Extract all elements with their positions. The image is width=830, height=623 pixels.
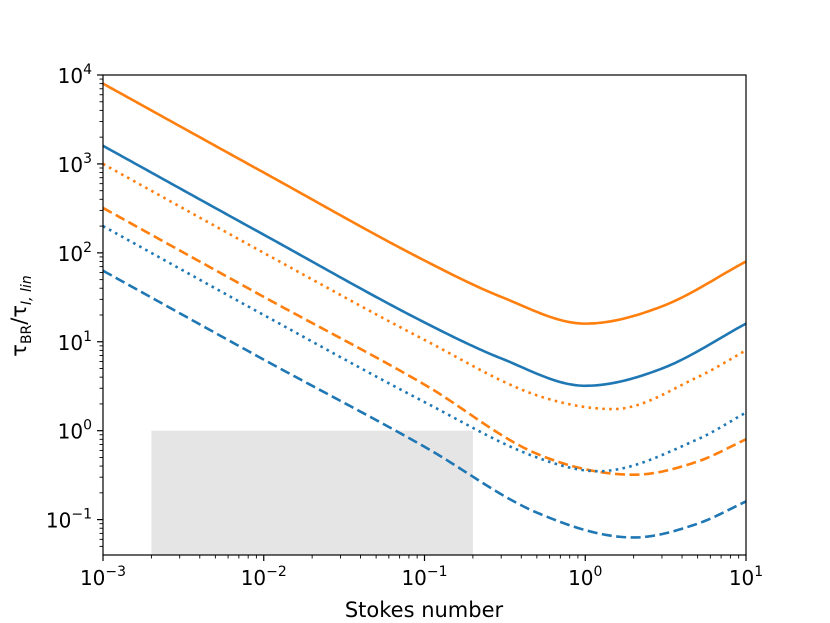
series-line-4-dashed — [102, 206, 747, 476]
y-tick-label-1: 10−1 — [46, 507, 92, 533]
x-axis-ticks: 10−3 10−2 10−1 100 101 — [80, 555, 763, 590]
y-label-base-sub: BR — [19, 324, 35, 344]
y-tick-label-3: 101 — [58, 329, 92, 355]
series-layer — [102, 82, 747, 539]
x-tick-label-1: 10−3 — [80, 564, 126, 590]
y-tick-label-2: 100 — [58, 418, 92, 444]
shaded-region — [151, 430, 473, 555]
y-tick-label-5: 103 — [58, 151, 92, 177]
x-tick-label-5: 101 — [729, 564, 763, 590]
x-tick-label-4: 100 — [568, 564, 602, 590]
x-tick-label-3: 10−1 — [401, 564, 447, 590]
series-line-2-solid — [102, 144, 747, 388]
series-line-5-dotted — [102, 224, 747, 473]
y-axis-label: τBR/τI, lin — [7, 275, 35, 356]
y-label-base: τ — [7, 344, 31, 357]
y-label-slash: /τ — [7, 305, 31, 325]
series-line-3-dotted — [102, 162, 747, 411]
series-line-6-dashed — [102, 269, 747, 539]
x-axis-label: Stokes number — [345, 598, 504, 622]
y-tick-label-6: 104 — [58, 62, 92, 88]
x-tick-label-2: 10−2 — [241, 564, 287, 590]
series-line-1-solid — [102, 82, 747, 325]
y-label-slash-sub: I, lin — [19, 275, 35, 305]
plot-area — [102, 74, 747, 556]
y-axis-ticks: 10−1 100 101 102 103 104 — [46, 62, 103, 547]
y-tick-label-4: 102 — [58, 240, 92, 266]
